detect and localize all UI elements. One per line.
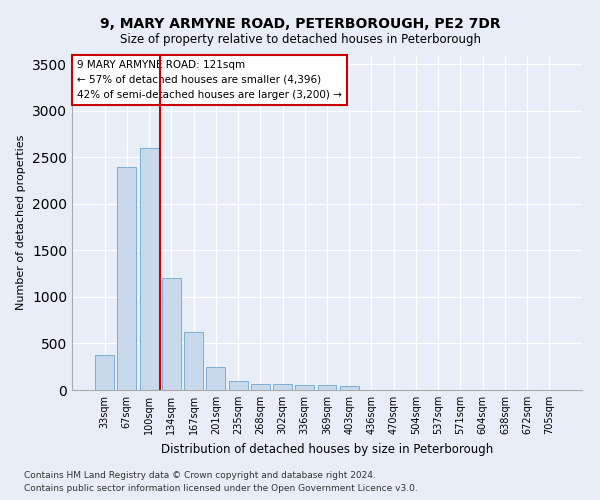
Bar [340,386,359,390]
Y-axis label: Number of detached properties: Number of detached properties [16,135,26,310]
Bar [140,148,158,390]
Text: Contains HM Land Registry data © Crown copyright and database right 2024.: Contains HM Land Registry data © Crown c… [24,470,376,480]
Bar [317,386,337,390]
Bar [206,366,225,390]
Text: Contains public sector information licensed under the Open Government Licence v3: Contains public sector information licen… [24,484,418,493]
Bar [273,384,292,390]
Text: Size of property relative to detached houses in Peterborough: Size of property relative to detached ho… [119,32,481,46]
Bar [295,385,314,390]
Bar [95,354,114,390]
X-axis label: Distribution of detached houses by size in Peterborough: Distribution of detached houses by size … [161,442,493,456]
Bar [229,380,248,390]
Bar [251,384,270,390]
Bar [162,278,181,390]
Bar [184,332,203,390]
Text: 9 MARY ARMYNE ROAD: 121sqm
← 57% of detached houses are smaller (4,396)
42% of s: 9 MARY ARMYNE ROAD: 121sqm ← 57% of deta… [77,60,342,100]
Bar [118,166,136,390]
Text: 9, MARY ARMYNE ROAD, PETERBOROUGH, PE2 7DR: 9, MARY ARMYNE ROAD, PETERBOROUGH, PE2 7… [100,18,500,32]
